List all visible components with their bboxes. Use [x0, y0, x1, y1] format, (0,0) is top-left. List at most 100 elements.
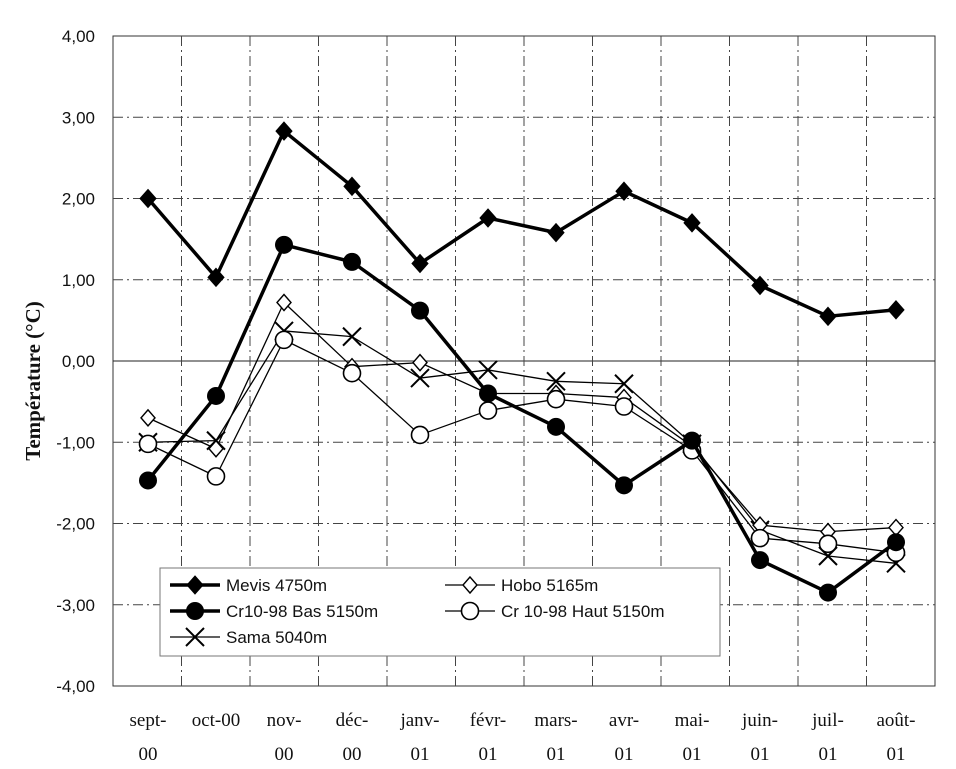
data-point [615, 476, 633, 495]
data-point [412, 353, 428, 372]
data-point [614, 374, 634, 394]
legend-label: Hobo 5165m [501, 576, 598, 595]
series-1 [139, 121, 905, 327]
x-tick-label: mai- [675, 710, 710, 731]
legend-marker [186, 602, 204, 620]
x-tick-label: déc- [336, 710, 369, 731]
y-tick-label: 3,00 [62, 108, 95, 127]
data-point [207, 386, 225, 405]
x-tick-label-line2: 01 [479, 744, 498, 765]
legend-entry: Cr10-98 Bas 5150m [170, 602, 378, 621]
legend-marker [460, 601, 480, 621]
series-lines [138, 121, 906, 602]
data-point [410, 425, 430, 445]
x-tick-label-line2: 00 [139, 744, 158, 765]
legend-entry: Mevis 4750m [170, 575, 327, 595]
series-line [147, 301, 897, 533]
x-tick-label-line2: 00 [275, 744, 294, 765]
data-point [207, 267, 225, 288]
data-point [206, 467, 226, 486]
x-tick-label: oct-00 [192, 710, 241, 731]
y-axis-ticks: -4,00 -3,00 -2,00 -1,00 0,00 1,00 2,00 3,00 4,00 [56, 27, 95, 696]
data-point [751, 275, 769, 296]
data-point [479, 208, 497, 228]
series-line [146, 243, 898, 595]
x-tick-label: juil- [811, 710, 844, 731]
data-point [478, 360, 498, 380]
data-point [546, 371, 566, 392]
x-tick-label: janv- [399, 710, 439, 731]
data-point [139, 188, 157, 209]
data-point [818, 534, 838, 554]
legend-marker [462, 575, 478, 595]
x-tick-label-line2: 01 [887, 744, 906, 765]
x-tick-label: févr- [470, 710, 507, 731]
y-tick-label: 0,00 [62, 352, 95, 371]
data-point [479, 384, 497, 403]
data-point [887, 300, 905, 320]
y-axis-label: Température (°C) [21, 301, 45, 460]
x-tick-label-line2: 01 [547, 744, 566, 765]
x-tick-label: avr- [609, 710, 639, 731]
data-point [683, 213, 701, 233]
x-tick-label-line2: 01 [751, 744, 770, 765]
y-tick-label: 1,00 [62, 271, 95, 290]
legend-entry: Cr 10-98 Haut 5150m [445, 601, 664, 621]
legend-entry: Hobo 5165m [445, 575, 598, 595]
data-point [615, 181, 633, 201]
y-tick-label: 2,00 [62, 190, 95, 209]
data-point [208, 439, 224, 458]
data-point [275, 235, 293, 254]
data-point [410, 368, 430, 388]
x-tick-label-line2: 01 [683, 744, 702, 765]
data-point [138, 434, 158, 454]
x-tick-label-line2: 01 [615, 744, 634, 765]
x-tick-label: mars- [534, 710, 577, 731]
legend-label: Cr10-98 Bas 5150m [226, 602, 378, 621]
data-point [342, 326, 362, 347]
y-tick-label: -1,00 [56, 433, 95, 452]
x-tick-label: sept- [130, 710, 167, 731]
y-tick-label: 4,00 [62, 27, 95, 46]
x-tick-label: août- [876, 710, 915, 731]
x-tick-label: juin- [741, 710, 778, 731]
x-tick-label: nov- [267, 710, 302, 731]
data-point [683, 431, 701, 450]
data-point [276, 293, 292, 312]
data-point [139, 471, 157, 490]
data-point [343, 252, 361, 271]
legend-label: Cr 10-98 Haut 5150m [501, 602, 664, 621]
data-point [614, 397, 634, 416]
series-line [147, 339, 897, 554]
legend-label: Mevis 4750m [226, 576, 327, 595]
data-point [275, 121, 293, 141]
legend-label: Sama 5040m [226, 628, 327, 647]
legend: Mevis 4750m Hobo 5165m Cr10-98 Bas 5150m Cr… [159, 567, 721, 657]
data-point [819, 306, 837, 327]
data-point [140, 408, 156, 427]
x-tick-label-line2: 01 [819, 744, 838, 765]
data-point [887, 533, 905, 552]
y-tick-label: -4,00 [56, 677, 95, 696]
series-line [146, 129, 897, 319]
data-point [546, 389, 566, 409]
data-point [343, 176, 361, 197]
data-point [819, 583, 837, 602]
data-point [478, 401, 498, 420]
legend-marker [185, 627, 205, 647]
x-tick-label-line2: 00 [343, 744, 362, 765]
data-point [411, 253, 429, 274]
y-tick-label: -3,00 [56, 596, 95, 615]
data-point [547, 417, 565, 436]
series-line [147, 330, 897, 564]
legend-entry: Sama 5040m [170, 627, 327, 647]
data-point [274, 330, 294, 350]
y-tick-label: -2,00 [56, 515, 95, 534]
data-point [751, 551, 769, 570]
legend-marker [186, 575, 204, 595]
data-point [750, 528, 770, 548]
x-axis-ticks: sept- 00 oct-00 nov- 00 déc- 00 janv- 01 févr- 01 m… [130, 710, 916, 765]
data-point [342, 363, 362, 383]
series-3 [139, 235, 905, 602]
